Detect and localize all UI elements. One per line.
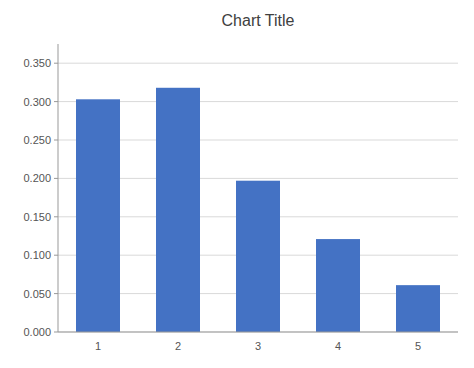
x-tick-label: 2 (175, 340, 181, 352)
x-tick-label: 5 (415, 340, 421, 352)
y-tick-label: 0.200 (23, 172, 51, 184)
y-tick-label: 0.300 (23, 96, 51, 108)
x-tick-label: 1 (95, 340, 101, 352)
x-axis: 1 2 3 4 5 (58, 332, 458, 352)
bar (396, 285, 440, 332)
bar (156, 88, 200, 332)
y-tick (54, 332, 58, 333)
y-tick (54, 101, 58, 102)
chart-svg: Chart Title 0.000 0.050 0.100 0.150 0.200 0.25… (0, 0, 474, 368)
y-tick-label: 0.050 (23, 288, 51, 300)
grid-line (58, 63, 458, 64)
y-axis-line (58, 44, 59, 332)
grid (58, 63, 458, 332)
x-tick-label: 3 (255, 340, 261, 352)
y-tick (54, 63, 58, 64)
grid-line (58, 332, 458, 333)
y-tick (54, 255, 58, 256)
y-tick-label: 0.350 (23, 57, 51, 69)
chart-title: Chart Title (222, 12, 295, 29)
x-axis-line (58, 332, 458, 333)
y-tick-label: 0.250 (23, 134, 51, 146)
y-tick (54, 216, 58, 217)
bar (236, 181, 280, 332)
y-tick (54, 140, 58, 141)
y-axis: 0.000 0.050 0.100 0.150 0.200 0.250 0.300 0.350 (23, 44, 58, 338)
chart-container: Chart Title 0.000 0.050 0.100 0.150 0.200 0.25… (0, 0, 474, 368)
y-tick-label: 0.000 (23, 326, 51, 338)
y-tick-label: 0.150 (23, 211, 51, 223)
bar (316, 239, 360, 332)
y-tick (54, 178, 58, 179)
y-tick-label: 0.100 (23, 249, 51, 261)
bar (76, 99, 120, 332)
x-tick-label: 4 (335, 340, 341, 352)
bars (76, 88, 440, 332)
y-tick (54, 293, 58, 294)
